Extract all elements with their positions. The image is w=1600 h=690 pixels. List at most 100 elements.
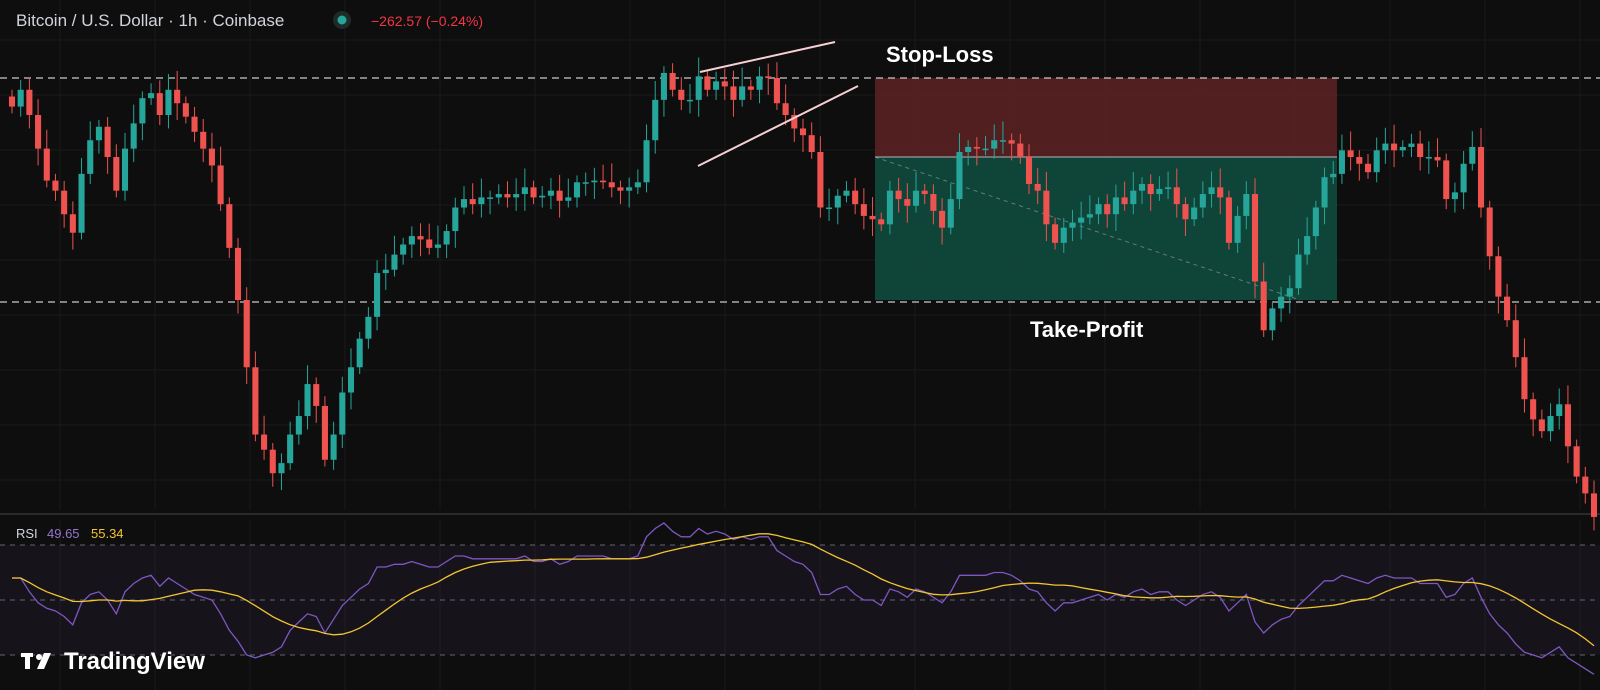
- candle-up: [1469, 146, 1476, 164]
- candle-down: [1017, 143, 1024, 158]
- candle-down: [1530, 399, 1537, 420]
- candle-down: [1521, 357, 1528, 400]
- candle-down: [1260, 281, 1267, 331]
- candle-up: [1321, 177, 1328, 208]
- candle-up: [756, 76, 763, 90]
- candle-up: [460, 199, 468, 208]
- candle-up: [1095, 204, 1102, 215]
- candle-down: [182, 103, 189, 117]
- candle-up: [165, 89, 172, 115]
- candle-up: [947, 199, 954, 228]
- candle-down: [1347, 150, 1354, 158]
- candle-down: [217, 165, 224, 205]
- candle-up: [573, 182, 581, 198]
- candle-up: [347, 367, 355, 393]
- candle-down: [747, 86, 754, 90]
- candle-up: [1295, 254, 1302, 289]
- candle-up: [912, 190, 920, 206]
- take-profit-label[interactable]: Take-Profit: [1030, 317, 1144, 342]
- candle-down: [1147, 183, 1154, 195]
- candle-down: [191, 116, 198, 132]
- candle-down: [556, 190, 563, 201]
- candle-up: [643, 140, 650, 183]
- candle-up: [991, 140, 998, 149]
- candle-up: [287, 434, 294, 464]
- take-profit-zone: [875, 157, 1337, 300]
- candle-up: [626, 187, 633, 191]
- candle-down: [1538, 419, 1545, 432]
- rsi-value: 49.65: [47, 526, 80, 541]
- candle-down: [1495, 256, 1502, 297]
- candle-up: [1156, 189, 1163, 195]
- candle-up: [1078, 217, 1085, 223]
- candlestick-series: [8, 57, 1598, 531]
- candle-up: [148, 93, 155, 99]
- candle-down: [895, 190, 902, 200]
- wedge-pattern-lines[interactable]: [697, 41, 859, 167]
- candle-down: [1564, 404, 1571, 447]
- candle-up: [1286, 288, 1293, 297]
- candle-down: [313, 384, 320, 406]
- candle-up: [339, 392, 346, 435]
- candle-up: [1269, 308, 1276, 331]
- candle-up: [695, 76, 702, 100]
- candle-up: [95, 126, 102, 141]
- candle-up: [686, 99, 694, 102]
- candle-up: [739, 86, 746, 100]
- candle-down: [773, 78, 780, 104]
- candle-down: [1217, 187, 1224, 198]
- candle-down: [791, 115, 798, 129]
- price-change: −262.57 (−0.24%): [371, 13, 483, 29]
- candle-down: [252, 367, 259, 435]
- candle-up: [547, 190, 554, 196]
- candle-up: [130, 123, 137, 149]
- symbol-title[interactable]: Bitcoin / U.S. Dollar · 1h · Coinbase: [16, 11, 284, 30]
- candle-down: [226, 204, 233, 248]
- candle-down: [921, 190, 928, 195]
- candle-up: [1460, 163, 1467, 193]
- candle-down: [1573, 446, 1580, 477]
- position-tool[interactable]: [874, 78, 1337, 301]
- candle-up: [956, 152, 963, 200]
- candle-up: [982, 148, 989, 151]
- candle-up: [1382, 143, 1389, 151]
- candle-up: [495, 194, 502, 198]
- candle-up: [365, 316, 372, 339]
- rsi-ma-line: [12, 533, 1595, 647]
- candle-down: [600, 180, 607, 183]
- candle-down: [1364, 163, 1372, 173]
- candle-up: [478, 197, 485, 205]
- candle-up: [295, 416, 302, 435]
- candle-up: [539, 195, 546, 198]
- candle-down: [113, 157, 120, 191]
- candle-down: [973, 146, 980, 149]
- candle-down: [104, 126, 111, 158]
- candle-down: [1417, 143, 1424, 158]
- candle-down: [704, 76, 711, 90]
- tradingview-logo-text: TradingView: [64, 648, 205, 675]
- candle-up: [304, 384, 311, 417]
- candle-up: [965, 146, 972, 152]
- candle-down: [504, 194, 511, 198]
- candle-down: [243, 300, 250, 368]
- candle-down: [1104, 204, 1111, 215]
- position-path-line: [874, 156, 1301, 301]
- horizontal-levels[interactable]: [0, 77, 1600, 303]
- candle-down: [208, 148, 215, 166]
- candle-up: [591, 180, 598, 183]
- candle-down: [1590, 493, 1598, 517]
- candle-down: [1043, 190, 1050, 225]
- candle-up: [1243, 194, 1250, 216]
- candle-up: [999, 140, 1006, 142]
- candle-up: [513, 194, 520, 198]
- market-open-dot-icon: [333, 11, 351, 29]
- stop-loss-label[interactable]: Stop-Loss: [886, 42, 994, 67]
- rsi-label[interactable]: RSI: [16, 526, 38, 541]
- rsi-ma-value: 55.34: [91, 526, 124, 541]
- candle-down: [261, 434, 268, 450]
- candle-up: [1208, 187, 1215, 195]
- candle-up: [17, 89, 24, 107]
- candle-down: [26, 89, 33, 115]
- candle-down: [43, 148, 50, 181]
